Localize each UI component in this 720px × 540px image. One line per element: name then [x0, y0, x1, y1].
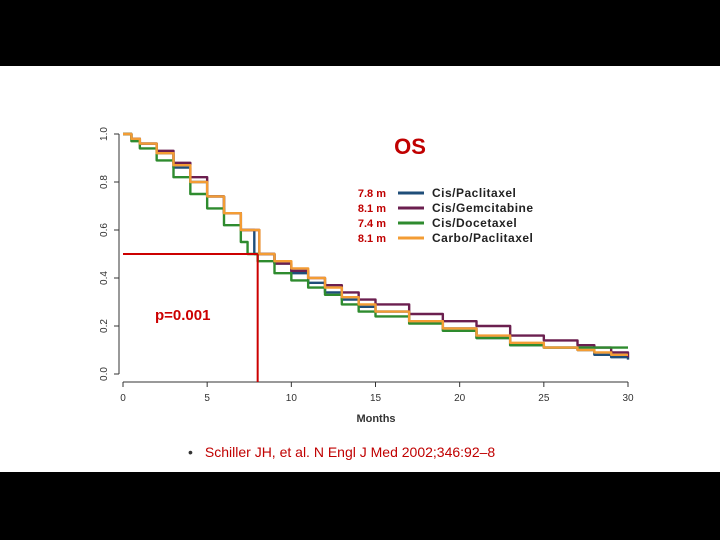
y-tick-label: 0.4	[99, 271, 110, 285]
y-tick-label: 0.0	[99, 367, 110, 381]
legend-median-label: 8.1 m	[358, 233, 386, 245]
slide: 0 5 10 15 20 25 30 0.0 0.2 0.4 0.6 0.8 1.0 7.8 m Cis/…	[0, 66, 720, 472]
x-tick-label: 0	[120, 393, 126, 404]
legend-median-label: 7.4 m	[358, 218, 386, 230]
legend-series-name: Cis/Docetaxel	[432, 216, 517, 230]
chart-title: OS	[394, 134, 426, 159]
x-tick-label: 30	[622, 393, 634, 404]
legend-median-label: 7.8 m	[358, 188, 386, 200]
legend-series-name: Carbo/Paclitaxel	[432, 231, 533, 245]
x-axis-label: Months	[356, 413, 395, 425]
legend-median-label: 8.1 m	[358, 203, 386, 215]
p-value-annotation: p=0.001	[155, 307, 210, 324]
citation: • Schiller JH, et al. N Engl J Med 2002;3…	[188, 444, 495, 460]
axes: 0 5 10 15 20 25 30 0.0 0.2 0.4 0.6 0.8 1.0	[99, 127, 634, 404]
series-lines	[123, 132, 630, 360]
survival-chart: 0 5 10 15 20 25 30 0.0 0.2 0.4 0.6 0.8 1.0 7.8 m Cis/…	[99, 127, 634, 425]
annotations	[123, 253, 259, 382]
x-tick-label: 15	[370, 393, 382, 404]
x-tick-label: 10	[286, 393, 298, 404]
citation-bullet: •	[188, 444, 193, 460]
y-tick-label: 0.2	[99, 319, 110, 333]
y-tick-label: 0.8	[99, 175, 110, 189]
citation-text: Schiller JH, et al. N Engl J Med 2002;34…	[204, 444, 496, 460]
y-tick-label: 0.6	[99, 223, 110, 237]
legend: 7.8 m Cis/Paclitaxel 8.1 m Cis/Gemcitabine 7…	[358, 186, 534, 245]
series-line-carbo-paclitaxel	[123, 132, 628, 356]
legend-series-name: Cis/Gemcitabine	[432, 201, 534, 215]
series-line-cis-docetaxel	[123, 132, 628, 349]
x-tick-label: 20	[454, 393, 466, 404]
legend-series-name: Cis/Paclitaxel	[432, 186, 516, 200]
x-tick-label: 25	[538, 393, 550, 404]
series-line-cis-paclitaxel	[123, 132, 630, 360]
x-tick-label: 5	[204, 393, 210, 404]
y-tick-label: 1.0	[99, 127, 110, 141]
